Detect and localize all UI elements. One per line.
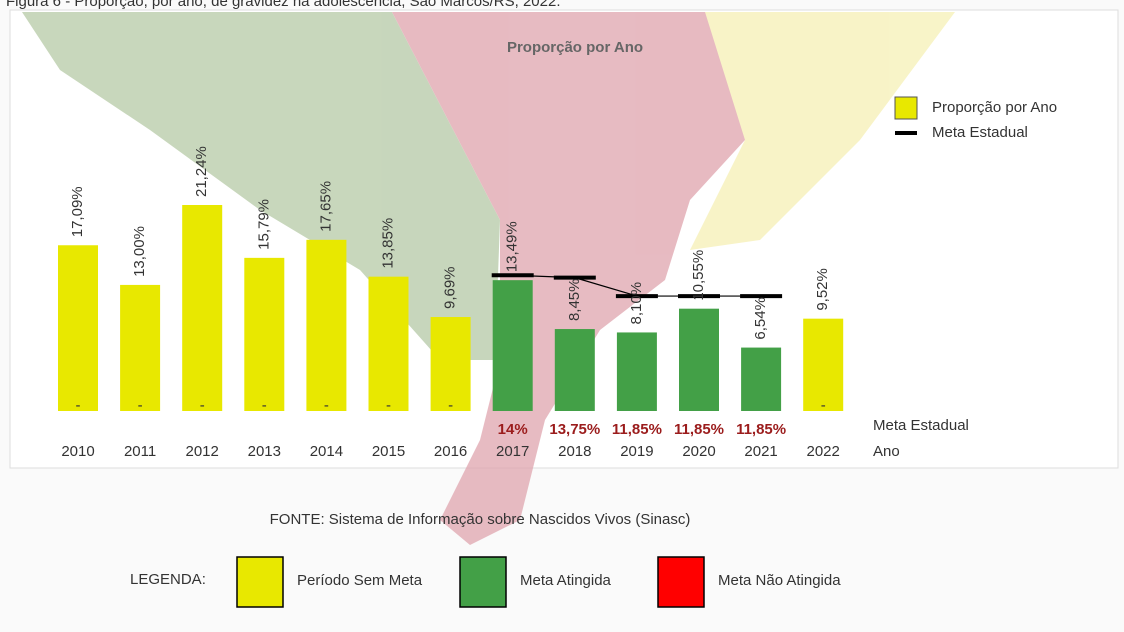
legend-label: Meta Atingida [520,572,612,589]
row-label: Meta Estadual [873,417,969,434]
value-label: 15,79% [255,199,272,250]
value-label: 8,45% [566,278,583,321]
x-tick-label: 2010 [61,443,94,460]
value-label: 17,65% [317,181,334,232]
x-tick-label: 2018 [558,443,591,460]
x-tick-label: 2021 [744,443,777,460]
meta-label: - [200,397,205,414]
legend-box [657,556,705,608]
legend-swatch [894,96,918,120]
bar [182,205,223,411]
meta-label: 11,85% [612,421,662,438]
x-axis-label: Ano [873,443,900,460]
value-label: 13,85% [379,218,396,269]
bar [244,257,285,411]
meta-label: 11,85% [736,421,786,438]
bar [306,239,347,411]
status-legend: Período Sem Meta Meta Atingida Meta Não At… [236,556,841,608]
value-label: 13,49% [504,221,521,272]
meta-label: - [821,397,826,414]
bar [430,317,471,411]
meta-label: - [262,397,267,414]
caption: Figura 6 - Proporção, por ano, de gravid… [6,0,560,10]
x-tick-label: 2017 [496,443,529,460]
x-tick-label: 2012 [186,443,219,460]
x-tick-label: 2022 [807,443,840,460]
legend-label: Período Sem Meta [297,572,423,589]
meta-label: 11,85% [674,421,724,438]
map-region [22,12,500,360]
value-label: 6,54% [752,297,769,340]
legend-box [459,556,507,608]
bar [368,276,409,411]
meta-label: 14% [498,421,528,438]
meta-label: - [138,397,143,414]
legend-title: LEGENDA: [130,571,206,588]
legend-label: Meta Estadual [932,124,1028,141]
bar [58,245,98,411]
bar [741,347,782,411]
bar [803,318,844,411]
bar [120,284,161,411]
meta-label: - [386,397,391,414]
source: FONTE: Sistema de Informação sobre Nasci… [270,511,691,528]
meta-label: - [324,397,329,414]
value-label: 10,55% [690,250,707,301]
x-tick-label: 2016 [434,443,467,460]
bar [554,329,595,411]
x-tick-label: 2014 [310,443,343,460]
legend-label: Meta Não Atingida [718,572,841,589]
value-label: 17,09% [69,186,86,237]
value-label: 21,24% [193,146,210,197]
map-region [690,12,955,250]
bar [492,280,533,411]
bar [679,308,719,411]
x-tick-label: 2020 [682,443,715,460]
plot: 17,09% - 2010 13,00% - 2011 21,24% - 2012 15,79% -… [58,146,844,460]
value-label: 9,69% [442,266,459,309]
value-label: 9,52% [814,268,831,311]
x-tick-label: 2011 [124,443,156,460]
legend-box [236,556,284,608]
bar [616,332,657,411]
meta-label: - [76,397,81,414]
x-tick-label: 2019 [620,443,653,460]
value-label: 8,10% [628,282,645,325]
x-tick-label: 2013 [248,443,281,460]
x-tick-label: 2015 [372,443,405,460]
value-label: 13,00% [131,226,148,277]
meta-label: - [448,397,453,414]
chart-title: Proporção por Ano [507,39,643,56]
legend-label: Proporção por Ano [932,99,1057,116]
meta-label: 13,75% [549,421,600,438]
